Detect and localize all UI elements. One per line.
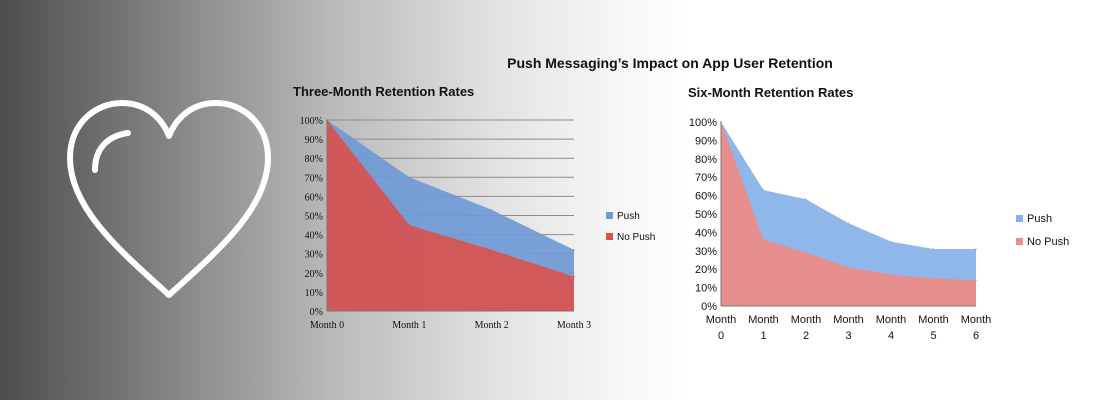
- legend-swatch: [606, 233, 613, 240]
- y-tick-label: 10%: [305, 288, 323, 299]
- y-tick-label: 50%: [695, 209, 717, 221]
- three-month-chart: Three-Month Retention Rates 0% 10% 20% 30% 4…: [293, 84, 655, 331]
- x-tick-label: Month 3: [557, 320, 591, 331]
- series-areas: [720, 121, 977, 306]
- y-tick-label: 60%: [695, 191, 717, 203]
- x-tick-label: Month 0: [706, 314, 737, 342]
- y-tick-label: 20%: [305, 269, 323, 280]
- point-no-push: [762, 239, 765, 241]
- chart-title: Six-Month Retention Rates: [688, 85, 853, 100]
- y-tick-label: 40%: [695, 227, 717, 239]
- point-push: [490, 209, 493, 211]
- y-tick-labels: 0% 10% 20% 30% 40% 50% 60% 70% 80% 90% 100%: [300, 116, 323, 318]
- y-tick-label: 20%: [695, 264, 717, 276]
- point-no-push: [805, 251, 807, 254]
- legend-swatch: [606, 212, 613, 219]
- point-push: [573, 249, 575, 251]
- y-tick-label: 0%: [310, 307, 323, 318]
- legend-label: Push: [1027, 213, 1052, 225]
- six-month-chart: Six-Month Retention Rates 0% 10% 20% 30% 40%…: [688, 85, 1069, 342]
- x-tick-label: Month 0: [310, 320, 344, 331]
- y-tick-label: 30%: [695, 246, 717, 258]
- point-push: [762, 189, 765, 191]
- y-tick-label: 100%: [689, 117, 717, 129]
- point-push: [890, 240, 892, 243]
- legend: Push No Push: [1016, 213, 1069, 248]
- x-tick-label: Month 1: [392, 320, 426, 331]
- y-tick-label: 50%: [305, 212, 323, 223]
- chart-title: Three-Month Retention Rates: [293, 84, 474, 99]
- y-tick-label: 90%: [305, 135, 323, 146]
- legend-label: Push: [617, 211, 640, 222]
- legend-swatch: [1016, 238, 1023, 245]
- y-tick-label: 30%: [305, 250, 323, 261]
- y-tick-label: 70%: [305, 173, 323, 184]
- point-push: [805, 198, 807, 201]
- x-tick-label: Month 1: [748, 314, 779, 342]
- point-no-push: [490, 249, 493, 251]
- x-tick-label: Month 6: [961, 314, 992, 342]
- y-tick-label: 60%: [305, 192, 323, 203]
- point-push: [932, 248, 935, 250]
- x-tick-label: Month 2: [475, 320, 509, 331]
- point-no-push: [932, 277, 935, 280]
- y-tick-label: 0%: [701, 301, 717, 313]
- area-no-push: [327, 120, 574, 311]
- x-tick-label: Month 3: [833, 314, 864, 342]
- legend-label: No Push: [617, 232, 655, 243]
- legend-swatch: [1016, 215, 1023, 222]
- point-no-push: [408, 224, 411, 226]
- legend-label: No Push: [1027, 236, 1069, 248]
- y-tick-label: 80%: [305, 154, 323, 165]
- x-tick-labels: Month 0 Month 1 Month 2 Month 3: [310, 320, 591, 331]
- legend: Push No Push: [606, 211, 655, 243]
- y-tick-label: 100%: [300, 116, 323, 127]
- y-tick-label: 40%: [305, 231, 323, 242]
- x-tick-label: Month 2: [791, 314, 822, 342]
- point-no-push: [890, 273, 892, 276]
- heart-icon: [67, 100, 271, 298]
- y-tick-label: 90%: [695, 135, 717, 147]
- point-no-push: [975, 279, 977, 282]
- x-tick-labels: Month 0 Month 1 Month 2 Month 3 Month 4 Month 5 Mont…: [706, 314, 992, 342]
- area-no-push: [721, 122, 976, 306]
- y-tick-label: 10%: [695, 283, 717, 295]
- y-tick-label: 80%: [695, 154, 717, 166]
- point-no-push: [847, 266, 850, 269]
- axes: [720, 122, 976, 307]
- point-push: [847, 222, 850, 224]
- point-push: [975, 248, 977, 250]
- y-tick-label: 70%: [695, 172, 717, 184]
- banner-title: Push Messaging’s Impact on App User Rete…: [507, 55, 833, 71]
- point-no-push: [573, 275, 575, 278]
- point-push: [408, 176, 411, 179]
- axes: [326, 120, 574, 312]
- x-tick-label: Month 4: [876, 314, 907, 342]
- x-tick-label: Month 5: [918, 314, 949, 342]
- y-tick-labels: 0% 10% 20% 30% 40% 50% 60% 70% 80% 90% 100%: [689, 117, 717, 313]
